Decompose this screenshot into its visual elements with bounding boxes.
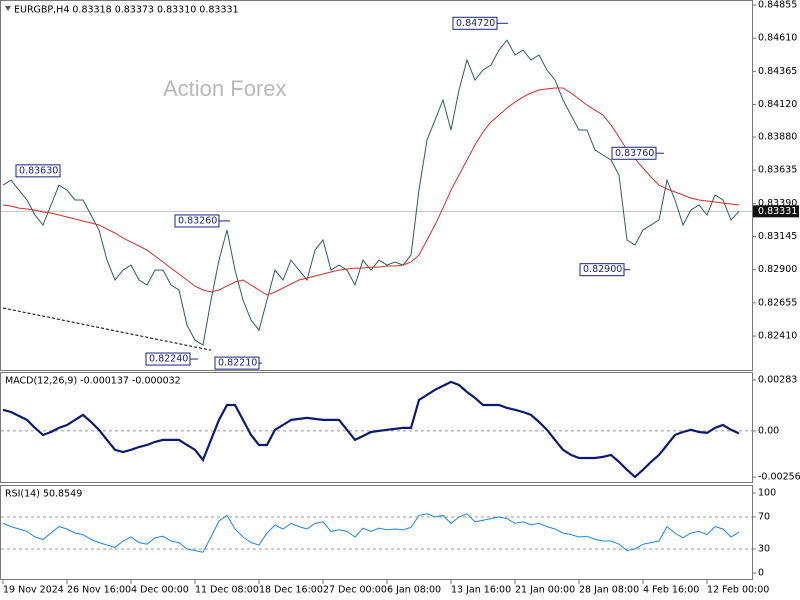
annotation-label: 0.83260 — [178, 215, 217, 226]
y-tick-label: 0 — [758, 568, 764, 579]
annotation-box — [15, 164, 61, 178]
x-tick-label: 12 Feb 00:00 — [707, 585, 769, 596]
symbol-icon — [5, 6, 11, 11]
y-tick-label: -0.002563 — [758, 472, 800, 483]
annotation-box — [611, 146, 657, 160]
y-tick-label: 0.82655 — [758, 297, 797, 308]
y-tick-label: 0.84120 — [758, 99, 797, 110]
x-tick-label: 28 Jan 08:00 — [579, 585, 639, 596]
y-tick-label: 70 — [758, 512, 770, 523]
last-price-box — [753, 205, 799, 218]
main-panel — [0, 0, 753, 371]
rsi-panel — [0, 485, 753, 580]
annotation-box — [214, 356, 260, 370]
watermark: Action Forex — [163, 76, 287, 101]
y-tick-label: 0.83145 — [758, 231, 797, 242]
macd-title: MACD(12,26,9) -0.000137 -0.000032 — [5, 376, 181, 387]
y-tick-label: 0.83635 — [758, 165, 797, 176]
y-tick-label: 0.00 — [758, 425, 779, 436]
y-tick-label: 0.82900 — [758, 264, 797, 275]
x-tick-label: 13 Jan 16:00 — [451, 585, 511, 596]
x-tick-label: 11 Dec 08:00 — [195, 585, 259, 596]
last-price-label: 0.83331 — [758, 206, 797, 217]
x-tick-label: 21 Jan 00:00 — [515, 585, 575, 596]
series-line — [2, 307, 212, 351]
x-tick-label: 19 Nov 2024 — [3, 585, 64, 596]
annotation-label: 0.82900 — [583, 264, 622, 275]
y-tick-label: 0.82410 — [758, 331, 797, 342]
annotation-box — [452, 16, 498, 30]
y-tick-label: 0.84855 — [758, 0, 797, 11]
rsi-title: RSI(14) 50.8549 — [5, 489, 82, 500]
annotation-label: 0.83630 — [19, 165, 58, 176]
series-line — [2, 380, 740, 479]
x-tick-label: 18 Dec 16:00 — [259, 585, 323, 596]
y-tick-label: 0.84365 — [758, 66, 797, 77]
x-tick-label: 6 Jan 08:00 — [387, 585, 441, 596]
annotation-label: 0.82210 — [218, 358, 257, 369]
y-tick-label: 30 — [758, 544, 770, 555]
x-tick-label: 4 Feb 16:00 — [643, 585, 699, 596]
y-tick-label: 0.83880 — [758, 132, 797, 143]
series-line — [2, 513, 740, 553]
annotation-label: 0.82240 — [149, 354, 188, 365]
x-tick-label: 26 Nov 16:00 — [67, 585, 131, 596]
y-tick-label: 0.00283 — [758, 374, 797, 385]
macd-panel — [0, 372, 753, 483]
annotation-label: 0.84720 — [456, 18, 495, 29]
x-tick-label: 4 Dec 00:00 — [131, 585, 189, 596]
annotation-box — [145, 352, 191, 366]
annotation-box — [174, 214, 220, 228]
series-line — [2, 39, 740, 346]
annotation-label: 0.83760 — [615, 148, 654, 159]
chart-title: EURGBP,H4 0.83318 0.83373 0.83310 0.8333… — [14, 5, 239, 16]
annotation-box — [579, 263, 625, 277]
y-tick-label: 100 — [758, 488, 776, 499]
series-line — [2, 87, 740, 296]
x-tick-label: 27 Dec 00:00 — [323, 585, 387, 596]
y-tick-label: 0.84610 — [758, 33, 797, 44]
y-tick-label: 0.83390 — [758, 198, 797, 209]
